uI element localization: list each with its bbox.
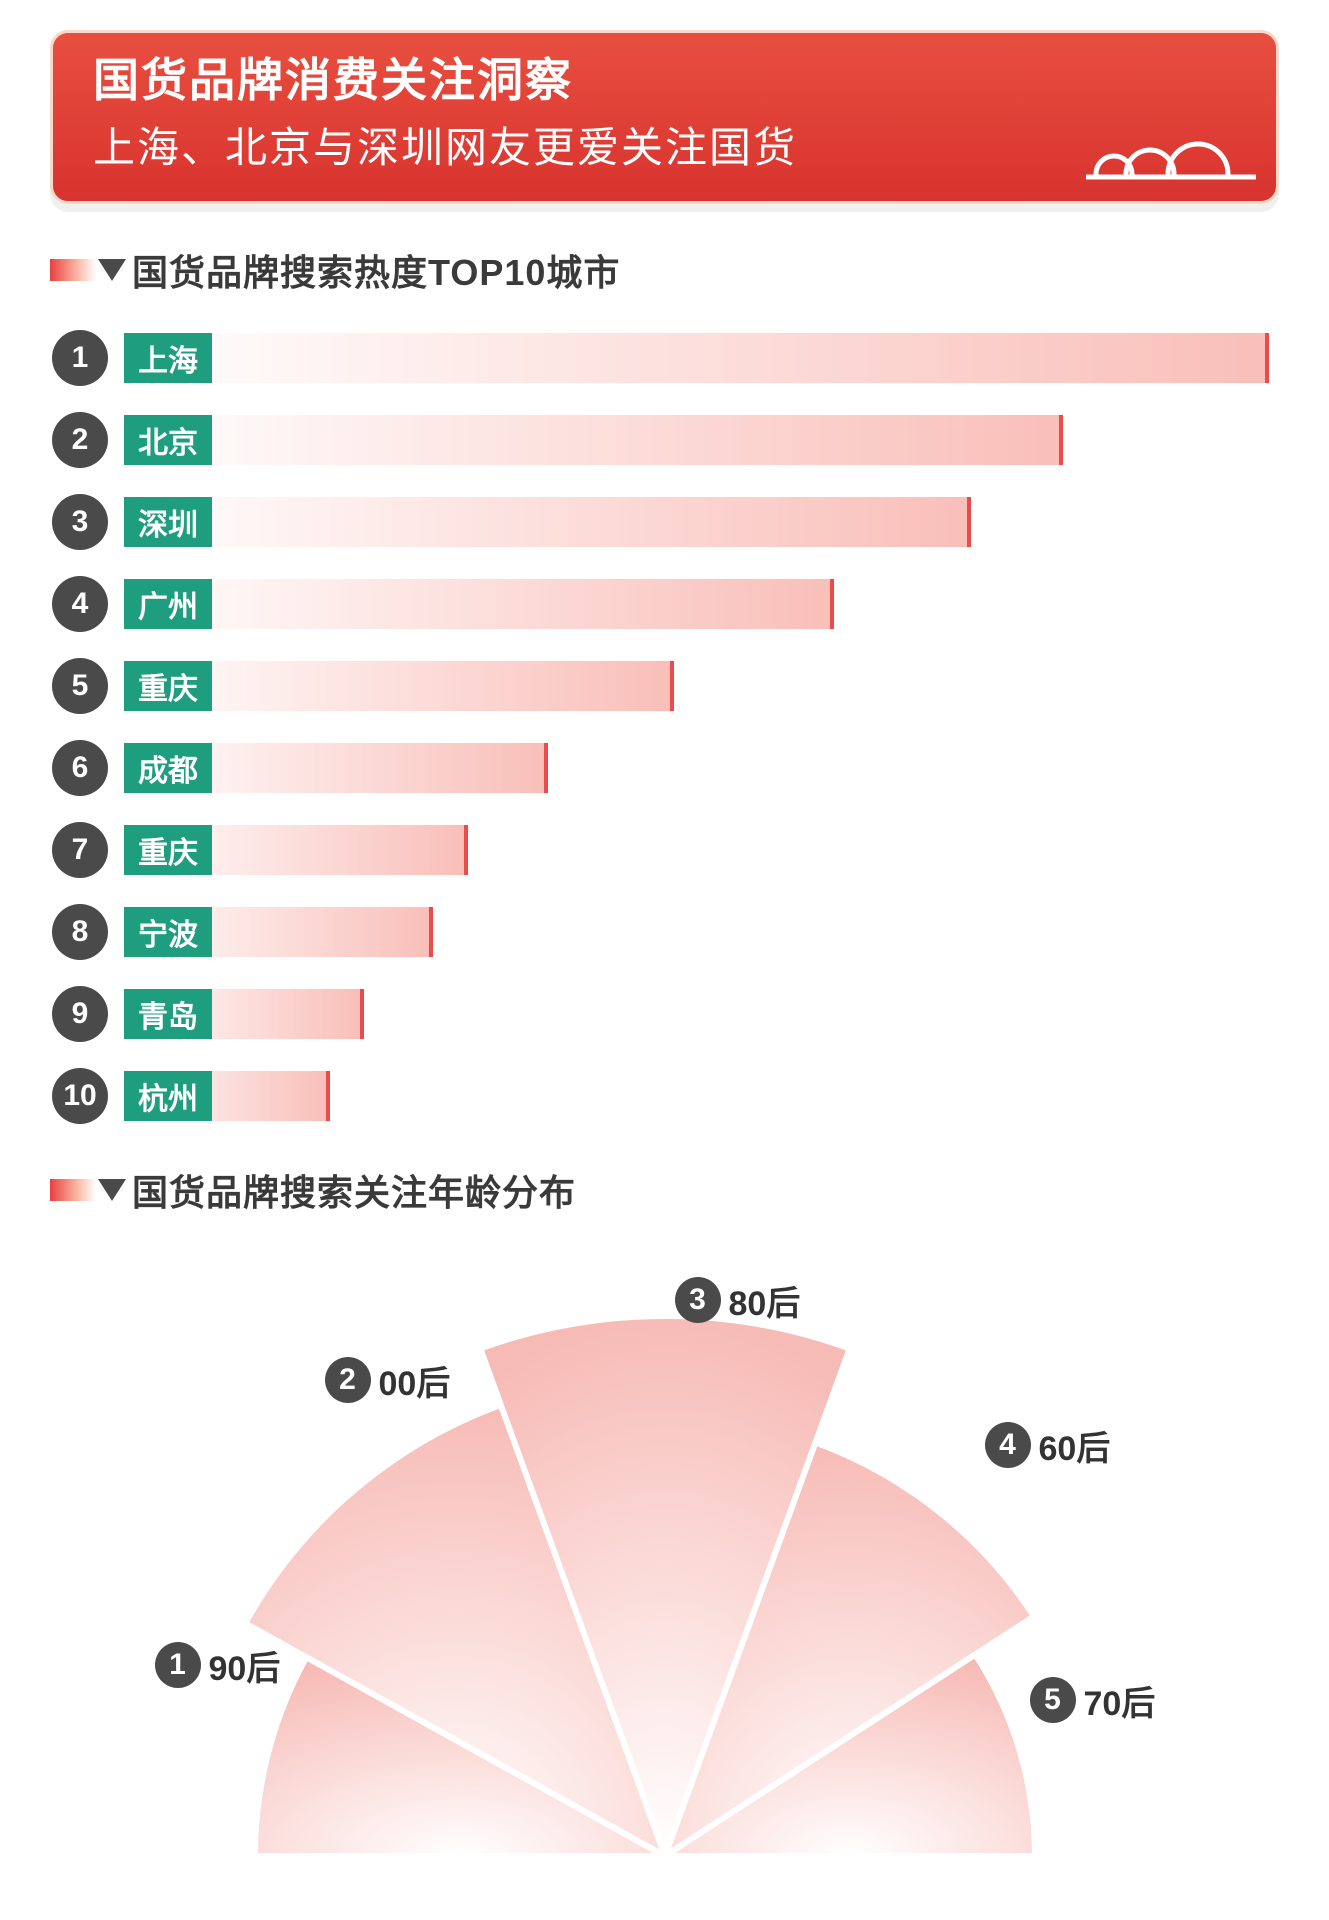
city-bar-row: 9 青岛 xyxy=(52,986,1269,1042)
rank-badge: 3 xyxy=(52,494,108,550)
triangle-down-icon xyxy=(98,259,126,281)
header-banner: 国货品牌消费关注洞察 上海、北京与深圳网友更爱关注国货 xyxy=(50,30,1279,204)
bar-fill: 北京 xyxy=(124,415,1063,465)
section1-title: 国货品牌搜索热度TOP10城市 xyxy=(132,244,620,296)
city-bar-chart: 1 上海 2 北京 3 深圳 4 广州 5 重庆 6 成都 7 重庆 8 宁波 9 青岛 10 杭州 xyxy=(50,320,1279,1124)
city-tag: 杭州 xyxy=(124,1071,212,1121)
fan-label: 190后 xyxy=(155,1641,281,1690)
banner-title: 国货品牌消费关注洞察 xyxy=(93,55,1236,106)
city-tag: 重庆 xyxy=(124,825,212,875)
bar-fill: 青岛 xyxy=(124,989,364,1039)
city-tag: 青岛 xyxy=(124,989,212,1039)
city-bar-row: 2 北京 xyxy=(52,412,1269,468)
bar-fill: 重庆 xyxy=(124,661,674,711)
bar-track: 深圳 xyxy=(124,497,1269,547)
fan-label-text: 80后 xyxy=(729,1276,801,1325)
bar-fill: 成都 xyxy=(124,743,548,793)
city-tag: 上海 xyxy=(124,333,212,383)
section1-header: 国货品牌搜索热度TOP10城市 xyxy=(50,244,1279,296)
city-bar-row: 1 上海 xyxy=(52,330,1269,386)
fan-label-text: 60后 xyxy=(1039,1421,1111,1470)
section-accent-bar xyxy=(50,259,96,281)
rank-badge: 6 xyxy=(52,740,108,796)
city-bar-row: 7 重庆 xyxy=(52,822,1269,878)
rank-badge: 1 xyxy=(155,1642,201,1688)
rank-badge: 5 xyxy=(52,658,108,714)
rank-badge: 3 xyxy=(675,1277,721,1323)
bar-fill: 宁波 xyxy=(124,907,433,957)
banner-subtitle: 上海、北京与深圳网友更爱关注国货 xyxy=(93,114,1236,175)
bar-track: 青岛 xyxy=(124,989,1269,1039)
bar-fill: 杭州 xyxy=(124,1071,330,1121)
rank-badge: 10 xyxy=(52,1068,108,1124)
fan-label: 380后 xyxy=(675,1276,801,1325)
fan-label-text: 90后 xyxy=(209,1641,281,1690)
bar-track: 杭州 xyxy=(124,1071,1269,1121)
city-bar-row: 3 深圳 xyxy=(52,494,1269,550)
section-accent-bar xyxy=(50,1179,96,1201)
section2-title: 国货品牌搜索关注年龄分布 xyxy=(132,1164,576,1216)
bar-track: 重庆 xyxy=(124,661,1269,711)
fan-label-text: 00后 xyxy=(379,1356,451,1405)
bar-track: 宁波 xyxy=(124,907,1269,957)
triangle-down-icon xyxy=(98,1179,126,1201)
fan-label-text: 70后 xyxy=(1084,1676,1156,1725)
rank-badge: 2 xyxy=(52,412,108,468)
rank-badge: 7 xyxy=(52,822,108,878)
city-bar-row: 10 杭州 xyxy=(52,1068,1269,1124)
rank-badge: 1 xyxy=(52,330,108,386)
rank-badge: 8 xyxy=(52,904,108,960)
city-tag: 重庆 xyxy=(124,661,212,711)
bar-fill: 重庆 xyxy=(124,825,468,875)
bar-track: 上海 xyxy=(124,333,1269,383)
bar-fill: 深圳 xyxy=(124,497,971,547)
rank-badge: 4 xyxy=(52,576,108,632)
city-tag: 深圳 xyxy=(124,497,212,547)
rank-badge: 4 xyxy=(985,1422,1031,1468)
bar-track: 重庆 xyxy=(124,825,1269,875)
city-bar-row: 8 宁波 xyxy=(52,904,1269,960)
cloud-icon xyxy=(1086,119,1256,189)
bar-fill: 上海 xyxy=(124,333,1269,383)
rank-badge: 2 xyxy=(325,1357,371,1403)
bar-track: 北京 xyxy=(124,415,1269,465)
bar-fill: 广州 xyxy=(124,579,834,629)
city-tag: 广州 xyxy=(124,579,212,629)
bar-track: 成都 xyxy=(124,743,1269,793)
city-tag: 成都 xyxy=(124,743,212,793)
rank-badge: 5 xyxy=(1030,1677,1076,1723)
section2-header: 国货品牌搜索关注年龄分布 xyxy=(50,1164,1279,1216)
city-bar-row: 6 成都 xyxy=(52,740,1269,796)
bar-track: 广州 xyxy=(124,579,1269,629)
city-bar-row: 5 重庆 xyxy=(52,658,1269,714)
rank-badge: 9 xyxy=(52,986,108,1042)
fan-label: 570后 xyxy=(1030,1676,1156,1725)
city-bar-row: 4 广州 xyxy=(52,576,1269,632)
city-tag: 宁波 xyxy=(124,907,212,957)
age-fan-chart: 190后 200后 380后 460后 570后 xyxy=(115,1246,1215,1886)
fan-label: 460后 xyxy=(985,1421,1111,1470)
city-tag: 北京 xyxy=(124,415,212,465)
fan-label: 200后 xyxy=(325,1356,451,1405)
